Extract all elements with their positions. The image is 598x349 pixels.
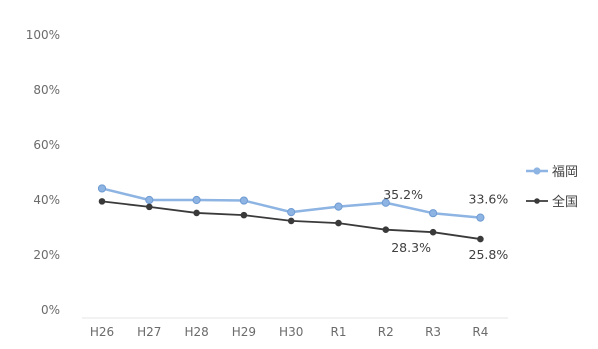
y-tick-label: 100% xyxy=(26,28,60,42)
y-tick-label: 40% xyxy=(33,193,60,207)
series-point-1 xyxy=(477,235,484,243)
x-tick-label: H29 xyxy=(232,325,256,339)
series-point-0 xyxy=(97,184,107,193)
series-point-0 xyxy=(381,198,390,207)
legend-marker xyxy=(534,198,540,204)
x-tick-label: H30 xyxy=(279,325,303,339)
x-tick-label: R4 xyxy=(472,325,488,339)
legend-label: 福岡 xyxy=(552,165,578,180)
x-tick-label: H28 xyxy=(184,325,208,339)
series-point-1 xyxy=(98,198,106,205)
x-tick-label: H27 xyxy=(137,325,161,339)
series-point-1 xyxy=(193,209,200,217)
x-tick-label: R1 xyxy=(331,325,347,339)
y-tick-label: 80% xyxy=(33,83,60,97)
series-point-1 xyxy=(382,226,390,233)
series-point-1 xyxy=(287,217,295,225)
data-label: 28.3% xyxy=(391,240,431,255)
series-point-0 xyxy=(334,202,343,211)
y-tick-label: 0% xyxy=(41,303,60,317)
series-point-1 xyxy=(240,211,248,219)
data-label: 35.2% xyxy=(383,187,423,202)
x-tick-label: R3 xyxy=(425,325,441,339)
data-label: 33.6% xyxy=(469,192,509,207)
series-point-0 xyxy=(476,213,485,222)
data-labels: 35.2% 33.6% 28.3% 25.8% xyxy=(383,187,508,262)
y-tick-label: 60% xyxy=(33,138,60,152)
series-point-0 xyxy=(239,196,248,205)
legend-label: 全国 xyxy=(552,194,578,210)
series-point-0 xyxy=(192,195,201,205)
x-tick-label: R2 xyxy=(378,325,394,339)
x-tick-label: H26 xyxy=(90,325,114,339)
series-point-1 xyxy=(429,228,437,236)
series-point-0 xyxy=(145,195,154,205)
series-point-0 xyxy=(287,208,296,217)
series-point-1 xyxy=(146,203,153,211)
x-axis: H26 H27 H28 H29 H30 R1 R2 R3 R4 xyxy=(82,317,508,339)
legend-marker xyxy=(533,167,541,175)
series-layer xyxy=(97,184,485,243)
data-label: 25.8% xyxy=(469,247,509,262)
y-axis: 0% 20% 40% 60% 80% 100% xyxy=(26,28,60,317)
y-tick-label: 20% xyxy=(33,248,60,262)
series-point-0 xyxy=(429,209,438,218)
series-point-1 xyxy=(335,219,342,227)
